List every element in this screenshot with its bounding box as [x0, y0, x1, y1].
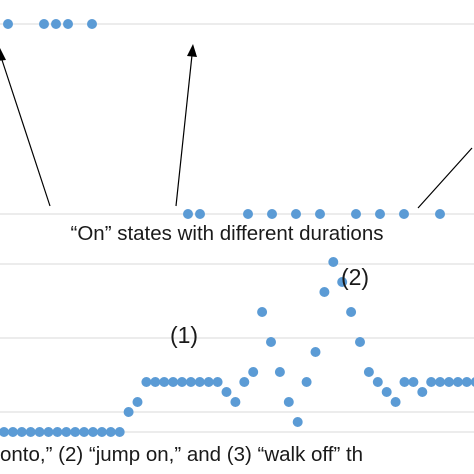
bottom-data-point [150, 377, 161, 387]
bottom-data-point [185, 377, 196, 387]
bottom-data-point [346, 307, 357, 317]
bottom-data-point [399, 377, 410, 387]
bottom-data-point [274, 367, 285, 377]
top-data-point [375, 209, 385, 219]
bottom-panel: (1) (2) onto,” (2) “jump on,” and (3) “w… [0, 257, 474, 466]
arrow-center-head [187, 44, 197, 57]
bottom-data-point [61, 427, 72, 437]
top-data-point [63, 19, 73, 29]
bottom-data-point [301, 377, 312, 387]
bottom-data-point [0, 427, 9, 437]
bottom-data-point [25, 427, 36, 437]
bottom-data-point [96, 427, 107, 437]
bottom-data-point [452, 377, 463, 387]
bottom-caption: onto,” (2) “jump on,” and (3) “walk off”… [0, 443, 363, 466]
bottom-data-point [390, 397, 401, 407]
top-data-point [267, 209, 277, 219]
label-1: (1) [170, 322, 198, 348]
top-data-point [315, 209, 325, 219]
bottom-data-point [212, 377, 223, 387]
bottom-data-point [16, 427, 27, 437]
bottom-data-point [132, 397, 143, 407]
top-data-point [39, 19, 49, 29]
bottom-data-point [337, 277, 348, 287]
bottom-data-point [79, 427, 90, 437]
arrows [1, 54, 473, 209]
arrow-right [417, 147, 473, 209]
arrow-center [175, 54, 193, 207]
bottom-data-point [248, 367, 259, 377]
bottom-data-point [221, 387, 232, 397]
bottom-data-point [292, 417, 303, 427]
top-data-point [195, 209, 205, 219]
bottom-data-point [381, 387, 392, 397]
bottom-data-point [426, 377, 437, 387]
bottom-data-point [230, 397, 241, 407]
arrow-left-head [0, 48, 6, 61]
bottom-data-point [417, 387, 428, 397]
top-data-points [3, 19, 445, 219]
bottom-data-point [470, 377, 474, 387]
bottom-data-point [114, 427, 125, 437]
top-data-point [351, 209, 361, 219]
bottom-data-point [168, 377, 179, 387]
bottom-data-point [34, 427, 45, 437]
label-2: (2) [341, 264, 369, 290]
bottom-data-point [283, 397, 294, 407]
bottom-data-point [88, 427, 98, 437]
top-caption: “On” states with different durations [71, 222, 384, 245]
top-data-point [3, 19, 13, 29]
bottom-data-point [435, 377, 446, 387]
top-data-point [243, 209, 253, 219]
bottom-data-point [43, 427, 54, 437]
bottom-data-point [123, 407, 134, 417]
bottom-data-point [105, 427, 116, 437]
bottom-data-point [266, 337, 276, 347]
top-data-point [399, 209, 409, 219]
arrow-left [1, 59, 51, 207]
bottom-data-point [7, 427, 18, 437]
bottom-data-point [310, 347, 321, 357]
top-data-point [87, 19, 97, 29]
bottom-data-point [319, 287, 330, 297]
top-panel: “On” states with different durations [0, 19, 474, 245]
bottom-data-point [70, 427, 81, 437]
bottom-data-point [141, 377, 152, 387]
top-data-point [435, 209, 445, 219]
bottom-data-point [355, 337, 365, 347]
bottom-data-point [159, 377, 170, 387]
bottom-data-point [52, 427, 63, 437]
top-data-point [291, 209, 301, 219]
bottom-data-point [239, 377, 250, 387]
bottom-data-point [408, 377, 419, 387]
bottom-data-point [328, 257, 339, 267]
bottom-data-points [0, 257, 474, 437]
bottom-data-point [461, 377, 472, 387]
bottom-data-point [203, 377, 214, 387]
top-data-point [183, 209, 193, 219]
bottom-data-point [194, 377, 205, 387]
bottom-data-point [372, 377, 383, 387]
bottom-data-point [444, 377, 454, 387]
bottom-data-point [177, 377, 187, 387]
bottom-data-point [363, 367, 374, 377]
top-data-point [51, 19, 61, 29]
bottom-data-point [257, 307, 268, 317]
